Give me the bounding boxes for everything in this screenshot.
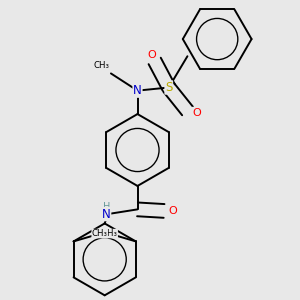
Text: O: O xyxy=(147,50,156,60)
Text: H: H xyxy=(103,202,110,212)
Text: CH₃: CH₃ xyxy=(92,229,108,238)
Text: S: S xyxy=(165,81,172,94)
Text: O: O xyxy=(192,107,201,118)
Text: N: N xyxy=(102,208,111,220)
Text: CH₃: CH₃ xyxy=(102,229,118,238)
Text: CH₃: CH₃ xyxy=(93,61,110,70)
Text: N: N xyxy=(133,84,142,97)
Text: O: O xyxy=(168,206,177,216)
